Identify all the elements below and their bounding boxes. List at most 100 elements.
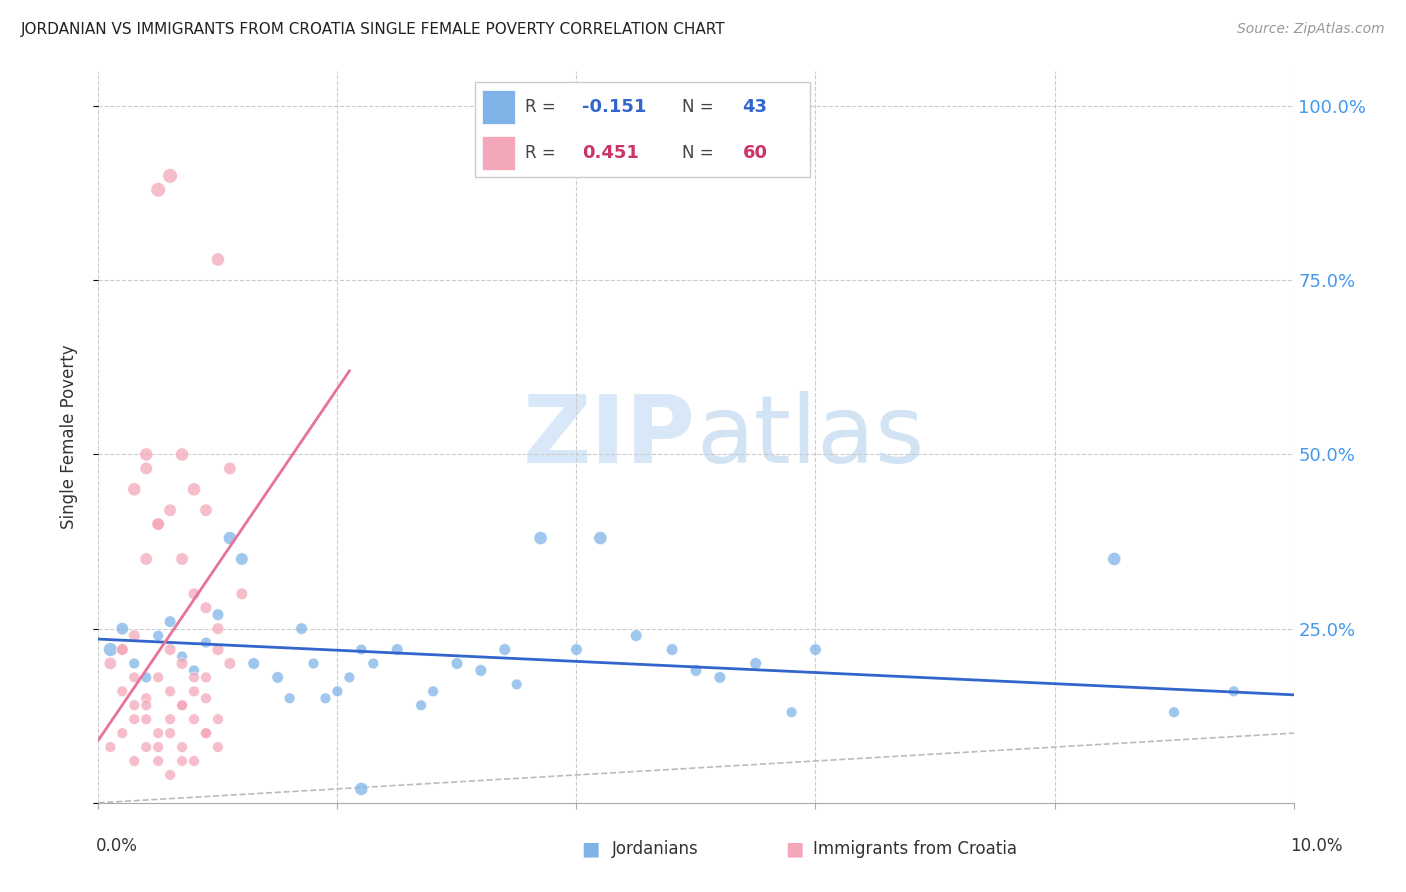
Point bbox=[350, 642, 373, 657]
Point bbox=[195, 726, 218, 740]
Point bbox=[183, 664, 205, 678]
Point bbox=[411, 698, 433, 713]
Point bbox=[1223, 684, 1246, 698]
Point bbox=[506, 677, 529, 691]
Point bbox=[148, 517, 170, 532]
Point bbox=[172, 649, 194, 664]
Point bbox=[183, 684, 205, 698]
Point bbox=[494, 642, 516, 657]
Point bbox=[195, 503, 218, 517]
Text: JORDANIAN VS IMMIGRANTS FROM CROATIA SINGLE FEMALE POVERTY CORRELATION CHART: JORDANIAN VS IMMIGRANTS FROM CROATIA SIN… bbox=[21, 22, 725, 37]
Point bbox=[159, 642, 181, 657]
Point bbox=[183, 670, 205, 684]
Point bbox=[183, 587, 205, 601]
Point bbox=[159, 169, 181, 183]
Point bbox=[135, 691, 157, 706]
Point bbox=[148, 517, 170, 532]
Point bbox=[135, 448, 157, 462]
Point bbox=[326, 684, 349, 698]
Text: ZIP: ZIP bbox=[523, 391, 696, 483]
Point bbox=[267, 670, 290, 684]
Point bbox=[195, 670, 218, 684]
Text: atlas: atlas bbox=[696, 391, 924, 483]
Point bbox=[315, 691, 337, 706]
Point bbox=[385, 642, 409, 657]
Text: Jordanians: Jordanians bbox=[612, 840, 699, 858]
Point bbox=[148, 754, 170, 768]
Point bbox=[172, 698, 194, 713]
Point bbox=[363, 657, 385, 671]
Point bbox=[124, 629, 146, 643]
Point bbox=[195, 691, 218, 706]
Text: ■: ■ bbox=[785, 839, 804, 859]
Text: 10.0%: 10.0% bbox=[1291, 837, 1343, 855]
Point bbox=[98, 657, 122, 671]
Point bbox=[135, 670, 157, 684]
Point bbox=[207, 622, 229, 636]
Point bbox=[195, 600, 218, 615]
Point bbox=[159, 503, 181, 517]
Point bbox=[172, 448, 194, 462]
Point bbox=[124, 712, 146, 726]
Point bbox=[350, 781, 373, 796]
Point bbox=[124, 657, 146, 671]
Point bbox=[745, 657, 768, 671]
Point bbox=[1163, 705, 1185, 719]
Point bbox=[231, 552, 253, 566]
Point bbox=[219, 657, 242, 671]
Point bbox=[135, 552, 157, 566]
Point bbox=[207, 642, 229, 657]
Point bbox=[1104, 552, 1126, 566]
Point bbox=[172, 657, 194, 671]
Point bbox=[148, 726, 170, 740]
Point bbox=[470, 664, 492, 678]
Point bbox=[159, 726, 181, 740]
Point bbox=[135, 740, 157, 755]
Point bbox=[124, 670, 146, 684]
Point bbox=[422, 684, 444, 698]
Point bbox=[148, 183, 170, 197]
Point bbox=[124, 698, 146, 713]
Point bbox=[124, 754, 146, 768]
Point bbox=[709, 670, 731, 684]
Point bbox=[207, 607, 229, 622]
Point bbox=[626, 629, 648, 643]
Point bbox=[124, 483, 146, 497]
Point bbox=[804, 642, 827, 657]
Point bbox=[111, 642, 134, 657]
Point bbox=[207, 252, 229, 267]
Point bbox=[195, 726, 218, 740]
Point bbox=[183, 483, 205, 497]
Point bbox=[302, 657, 325, 671]
Point bbox=[172, 552, 194, 566]
Point bbox=[159, 684, 181, 698]
Point bbox=[195, 635, 218, 649]
Point bbox=[135, 698, 157, 713]
Point bbox=[685, 664, 707, 678]
Text: Source: ZipAtlas.com: Source: ZipAtlas.com bbox=[1237, 22, 1385, 37]
Point bbox=[565, 642, 588, 657]
Point bbox=[183, 712, 205, 726]
Point bbox=[291, 622, 314, 636]
Point bbox=[780, 705, 803, 719]
Point bbox=[231, 587, 253, 601]
Point bbox=[98, 740, 122, 755]
Point bbox=[183, 754, 205, 768]
Point bbox=[207, 740, 229, 755]
Point bbox=[111, 726, 134, 740]
Text: Immigrants from Croatia: Immigrants from Croatia bbox=[813, 840, 1017, 858]
Point bbox=[243, 657, 266, 671]
Point bbox=[219, 531, 242, 545]
Point bbox=[278, 691, 301, 706]
Point bbox=[111, 642, 134, 657]
Point bbox=[172, 754, 194, 768]
Point bbox=[172, 698, 194, 713]
Point bbox=[661, 642, 683, 657]
Point bbox=[135, 461, 157, 475]
Point bbox=[159, 768, 181, 782]
Point bbox=[135, 712, 157, 726]
Point bbox=[98, 642, 122, 657]
Point bbox=[589, 531, 612, 545]
Text: 0.0%: 0.0% bbox=[96, 837, 138, 855]
Point bbox=[111, 684, 134, 698]
